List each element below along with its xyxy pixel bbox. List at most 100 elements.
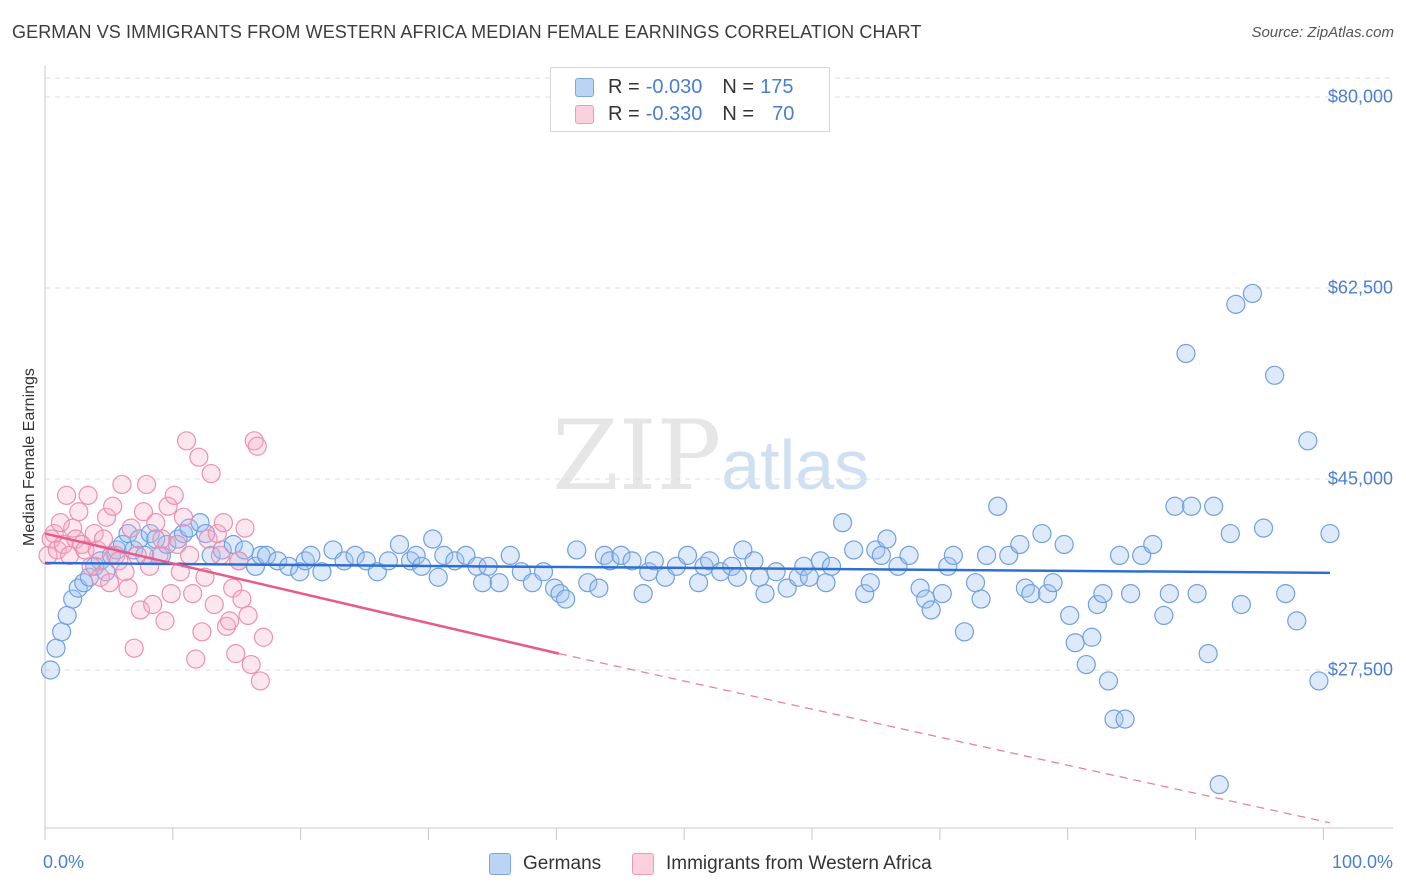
legend-r-value: -0.330 <box>645 102 703 125</box>
point-germans <box>63 589 83 609</box>
y-tick-label: $27,500 <box>1327 659 1393 680</box>
point-immigrants <box>47 540 67 560</box>
point-immigrants <box>63 518 83 538</box>
trend-line-immigrants-extrapolated <box>558 653 1331 824</box>
point-germans <box>644 551 664 571</box>
point-germans <box>1060 605 1080 626</box>
point-germans <box>1104 709 1124 729</box>
point-germans <box>749 567 770 587</box>
point-immigrants <box>232 589 252 609</box>
point-germans <box>855 583 875 604</box>
point-immigrants <box>180 545 200 566</box>
point-germans <box>954 622 975 642</box>
point-immigrants <box>161 583 181 604</box>
legend-r-value: -0.030 <box>645 75 703 98</box>
point-immigrants <box>50 513 70 533</box>
point-immigrants <box>155 611 175 631</box>
point-immigrants <box>241 654 261 675</box>
point-immigrants <box>173 507 194 527</box>
point-germans <box>1176 343 1196 364</box>
legend-r-label: R = <box>608 102 640 125</box>
point-immigrants <box>189 447 209 467</box>
point-germans <box>688 573 709 593</box>
point-germans <box>816 573 836 593</box>
point-immigrants <box>201 463 221 484</box>
point-germans <box>533 562 554 582</box>
point-germans <box>1209 774 1229 795</box>
point-germans <box>1015 578 1035 598</box>
watermark-atlas: atlas <box>721 426 870 504</box>
point-germans <box>1220 523 1240 544</box>
legend-r-label: R = <box>608 75 640 98</box>
point-germans <box>1253 518 1274 538</box>
point-immigrants <box>124 638 144 658</box>
point-germans <box>766 562 786 582</box>
correlation-legend: R = -0.030 N = 175 R = -0.330 N = 70 <box>550 67 830 132</box>
point-germans <box>871 545 891 566</box>
bottom-legend-label-immigrants: Immigrants from Western Africa <box>666 853 932 874</box>
point-immigrants <box>250 671 270 691</box>
chart-title: GERMAN VS IMMIGRANTS FROM WESTERN AFRICA… <box>12 22 922 42</box>
point-germans <box>594 545 615 566</box>
y-tick-label: $45,000 <box>1327 468 1393 489</box>
point-germans <box>976 545 997 566</box>
point-immigrants <box>186 649 206 669</box>
bottom-legend-swatch-immigrants <box>632 853 654 875</box>
point-germans <box>600 551 620 571</box>
point-immigrants <box>69 502 89 522</box>
point-germans <box>877 529 897 549</box>
point-germans <box>1181 496 1202 516</box>
legend-swatch-germans <box>575 77 594 97</box>
trend-line-immigrants <box>44 532 560 655</box>
point-immigrants <box>216 616 237 636</box>
point-immigrants <box>130 600 150 620</box>
source-label: Source: ZipAtlas.com <box>1251 24 1394 41</box>
point-germans <box>1242 283 1263 304</box>
point-immigrants <box>38 545 58 566</box>
point-germans <box>1198 644 1218 664</box>
point-immigrants <box>198 529 218 549</box>
point-germans <box>1187 583 1207 604</box>
point-germans <box>550 583 570 604</box>
point-germans <box>489 573 509 593</box>
point-germans <box>633 583 653 604</box>
point-germans <box>1093 583 1113 604</box>
point-immigrants <box>238 605 258 626</box>
point-germans <box>1320 523 1340 544</box>
point-germans <box>556 589 576 609</box>
point-germans <box>1287 611 1307 631</box>
point-germans <box>1032 523 1052 544</box>
point-germans <box>1226 294 1246 314</box>
point-germans <box>1037 583 1058 604</box>
point-germans <box>1159 583 1179 604</box>
point-germans <box>472 573 493 593</box>
point-germans <box>910 578 930 598</box>
bottom-legend-immigrants: Immigrants from Western Africa <box>632 852 932 876</box>
point-germans <box>1065 633 1085 653</box>
legend-swatch-immigrants <box>575 104 594 124</box>
point-immigrants <box>90 567 110 587</box>
point-germans <box>860 573 880 593</box>
point-immigrants <box>247 436 267 456</box>
point-immigrants <box>152 529 172 549</box>
y-axis-label: Median Female Earnings <box>21 368 38 546</box>
point-germans <box>500 545 520 566</box>
point-immigrants <box>100 573 120 593</box>
point-germans <box>1276 583 1296 604</box>
point-germans <box>428 567 448 587</box>
point-germans <box>943 545 963 566</box>
point-germans <box>899 545 919 566</box>
point-germans <box>1143 534 1163 555</box>
trend-line-germans <box>44 561 1331 575</box>
point-immigrants <box>167 534 187 555</box>
point-immigrants <box>115 562 135 582</box>
point-immigrants <box>192 622 212 642</box>
point-germans <box>1121 583 1141 604</box>
y-tick-label: $62,500 <box>1327 277 1393 298</box>
point-germans <box>677 545 698 566</box>
point-germans <box>1109 545 1130 566</box>
point-germans <box>423 529 443 549</box>
point-immigrants <box>235 518 255 538</box>
point-germans <box>140 523 160 544</box>
point-germans <box>301 545 321 566</box>
